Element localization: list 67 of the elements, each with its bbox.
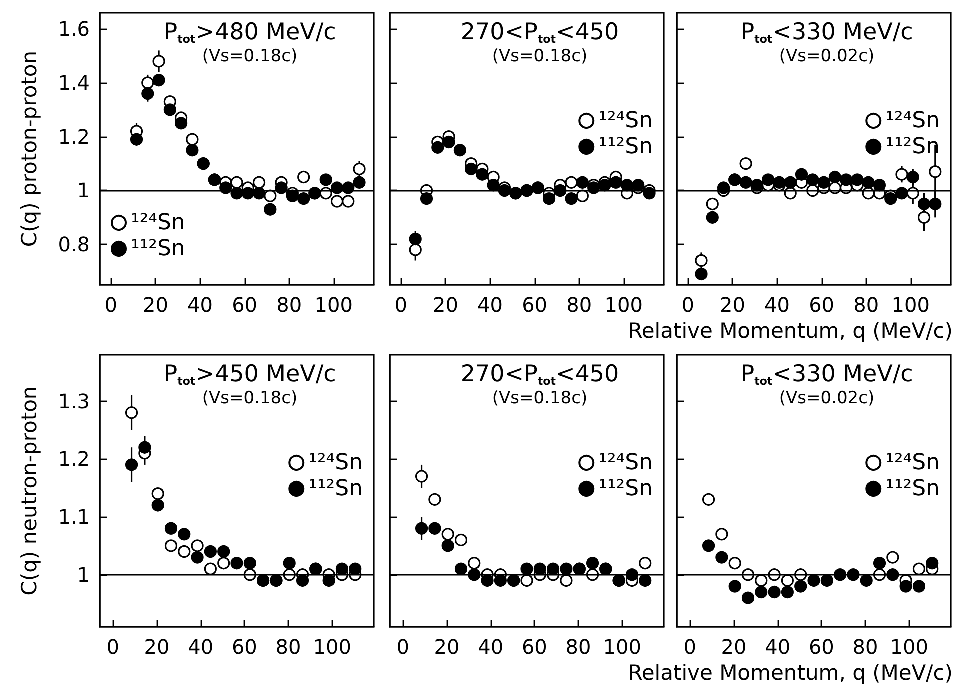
x-tick-label: 20 [144, 635, 170, 659]
x-tick-label: 100 [604, 293, 643, 317]
y-tick-label: 1 [77, 178, 90, 203]
x-tick-label: 0 [394, 293, 408, 317]
x-tick-label: 100 [890, 635, 928, 659]
x-tick-label: 20 [434, 635, 460, 659]
x-tick-label: 20 [721, 635, 747, 659]
legend-label: ¹²⁴Sn [598, 450, 654, 476]
y-tick-label: 1.2 [58, 124, 90, 149]
x-tick-label: 40 [478, 635, 504, 659]
legend-label: ¹²⁴Sn [131, 210, 186, 236]
x-tick-label: 60 [809, 293, 835, 317]
text: (Vs=0.18c) [202, 388, 298, 408]
x-tick-label: 80 [852, 635, 878, 659]
y-tick-label: 1.6 [58, 17, 90, 42]
text: (Vs=0.02c) [779, 388, 875, 408]
text: (Vs=0.18c) [492, 388, 588, 408]
y-axis-title: C(q) neutron-proton [18, 386, 42, 596]
y-tick-label: 1.1 [58, 505, 90, 530]
x-tick-label: 60 [232, 635, 258, 659]
y-tick-label: 1 [77, 562, 90, 587]
x-tick-label: 100 [603, 635, 642, 659]
y-tick-label: 1.3 [58, 389, 90, 414]
x-axis-title: Relative Momentum, q (MeV/c) [628, 661, 953, 685]
x-tick-label: 100 [314, 293, 353, 317]
x-axis-title: Relative Momentum, q (MeV/c) [628, 319, 953, 343]
text: (Vs=0.02c) [779, 46, 875, 66]
x-tick-label: 100 [892, 293, 930, 317]
y-axis-title: C(q) proton-proton [18, 50, 42, 248]
text: (Vs=0.18c) [492, 46, 588, 66]
x-tick-label: 60 [808, 635, 834, 659]
x-tick-label: 0 [682, 293, 695, 317]
x-tick-label: 40 [188, 635, 214, 659]
legend-label: ¹¹²Sn [131, 236, 186, 262]
legend-label: ¹¹²Sn [598, 476, 654, 502]
x-tick-label: 80 [566, 293, 592, 317]
y-tick-label: 0.8 [58, 232, 90, 257]
x-tick-label: 40 [765, 635, 791, 659]
x-tick-label: 80 [854, 293, 880, 317]
x-tick-label: 20 [720, 293, 746, 317]
legend-label: ¹¹²Sn [886, 134, 940, 160]
x-tick-label: 60 [232, 293, 258, 317]
x-tick-label: 0 [104, 293, 118, 317]
x-tick-label: 60 [522, 635, 548, 659]
legend-label: ¹²⁴Sn [598, 108, 654, 134]
x-tick-label: 40 [764, 293, 790, 317]
x-tick-label: 40 [478, 293, 503, 317]
x-tick-label: 40 [188, 293, 213, 317]
legend-label: ¹²⁴Sn [886, 450, 940, 476]
legend-label: ¹¹²Sn [598, 134, 654, 160]
x-tick-label: 20 [432, 293, 458, 317]
y-tick-label: 1.4 [58, 71, 90, 96]
x-tick-label: 80 [566, 635, 592, 659]
x-tick-label: 0 [396, 635, 410, 659]
x-tick-label: 60 [522, 293, 548, 317]
y-tick-label: 1.2 [58, 447, 90, 472]
legend-label: ¹²⁴Sn [886, 108, 940, 134]
x-tick-label: 80 [276, 635, 302, 659]
legend-label: ¹¹²Sn [308, 476, 364, 502]
x-tick-label: 80 [276, 293, 302, 317]
x-tick-label: 20 [142, 293, 168, 317]
legend-label: ¹¹²Sn [886, 476, 940, 502]
legend-label: ¹²⁴Sn [308, 450, 364, 476]
x-tick-label: 0 [106, 635, 120, 659]
x-tick-label: 100 [313, 635, 352, 659]
text: (Vs=0.18c) [202, 46, 298, 66]
x-tick-label: 0 [684, 635, 697, 659]
